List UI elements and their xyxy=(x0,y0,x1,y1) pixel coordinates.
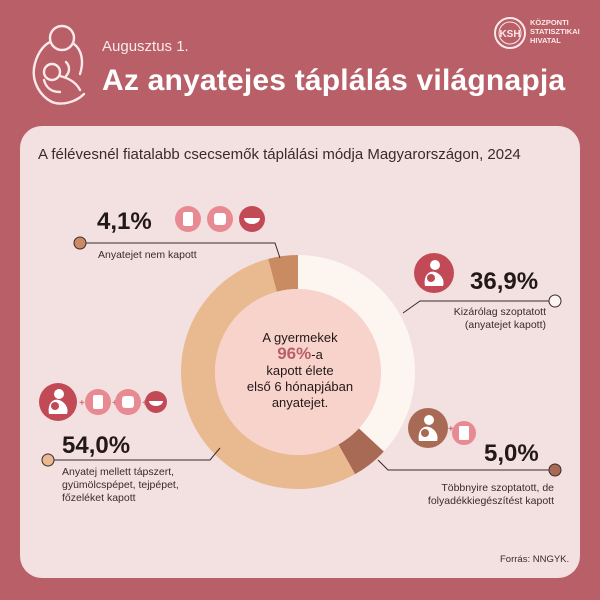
marker-mixed xyxy=(41,453,55,467)
cup-icon xyxy=(459,426,469,440)
svg-text:+: + xyxy=(142,398,148,409)
category-label-mostly-line2: folyadékkiegészítést kapott xyxy=(427,495,554,507)
marker-none xyxy=(73,236,87,250)
leader-line-mostly xyxy=(377,459,555,471)
value-label-none: 4,1% xyxy=(97,208,152,235)
ksh-logo-icon: KSH xyxy=(494,17,526,49)
svg-text:+: + xyxy=(79,398,85,409)
org-name: KÖZPONTI STATISZTIKAI HIVATAL xyxy=(530,18,580,45)
center-highlight: 96% xyxy=(277,344,312,363)
supplements-icons: + + xyxy=(175,206,265,232)
chart-title: A félévesnél fiatalabb csecsemők táplálá… xyxy=(38,146,521,163)
marker-exclusive xyxy=(548,294,562,308)
category-label-exclusive-line2: (anyatejet kapott) xyxy=(464,319,546,331)
jar-icon xyxy=(214,213,226,225)
breastfeeding-icon xyxy=(414,253,454,293)
center-line1: A gyermekek xyxy=(262,330,338,345)
center-line3: kapott élete xyxy=(266,363,334,378)
svg-text:+: + xyxy=(448,424,454,435)
value-label-mostly: 5,0% xyxy=(484,440,539,467)
slice-exclusive xyxy=(298,255,415,452)
category-label-mixed: Anyatej mellett tápszert, gyümölcspépet,… xyxy=(62,466,179,505)
value-label-exclusive: 36,9% xyxy=(470,268,539,295)
org-name-line1: KÖZPONTI xyxy=(530,18,569,27)
category-label-mostly: Többnyire szoptatott, de folyadékkiegész… xyxy=(392,482,554,508)
category-label-exclusive-line1: Kizárólag szoptatott xyxy=(453,306,546,318)
category-label-mixed-line1: Anyatej mellett tápszert, xyxy=(62,466,175,478)
slice-mixed xyxy=(181,258,356,489)
svg-text:+: + xyxy=(112,398,118,409)
mixed-feeding-icons: + + + xyxy=(39,383,167,421)
slice-none xyxy=(268,255,298,292)
category-label-exclusive: Kizárólag szoptatott (anyatejet kapott) xyxy=(446,306,546,332)
category-label-mixed-line3: főzeléket kapott xyxy=(62,492,136,504)
center-line4: első 6 hónapjában xyxy=(246,379,354,394)
center-text: A gyermekek 96%-a kapott élete első 6 hó… xyxy=(225,330,375,411)
breastfeeding-plus-liquid-icons: + xyxy=(408,408,476,448)
center-suffix: -a xyxy=(311,347,323,362)
formula-can-icon xyxy=(183,212,193,226)
org-abbr: KSH xyxy=(499,29,520,40)
marker-mostly xyxy=(548,463,562,477)
bowl-icon xyxy=(244,218,260,224)
page-title: Az anyatejes táplálás világnapja xyxy=(102,64,566,97)
category-label-none: Anyatejet nem kapott xyxy=(98,249,197,261)
header: Augusztus 1. Az anyatejes táplálás világ… xyxy=(0,0,600,120)
org-name-line3: HIVATAL xyxy=(530,36,561,45)
center-line5: anyatejet. xyxy=(271,395,329,410)
value-label-mixed: 54,0% xyxy=(62,432,131,459)
leader-line-exclusive xyxy=(402,300,555,314)
source-note: Forrás: NNGYK. xyxy=(500,554,570,565)
category-label-mixed-line2: gyümölcspépet, tejpépet, xyxy=(62,479,179,491)
donut-center xyxy=(215,289,381,455)
org-logo: KSH KÖZPONTI STATISZTIKAI HIVATAL xyxy=(493,16,593,52)
category-label-mostly-line1: Többnyire szoptatott, de xyxy=(441,482,554,494)
leader-line-mixed xyxy=(48,447,221,461)
leader-line-none xyxy=(80,242,281,259)
org-name-line2: STATISZTIKAI xyxy=(530,27,580,36)
mother-breastfeeding-icon xyxy=(32,24,86,105)
slice-mostly xyxy=(338,428,384,475)
date: Augusztus 1. xyxy=(102,38,189,55)
